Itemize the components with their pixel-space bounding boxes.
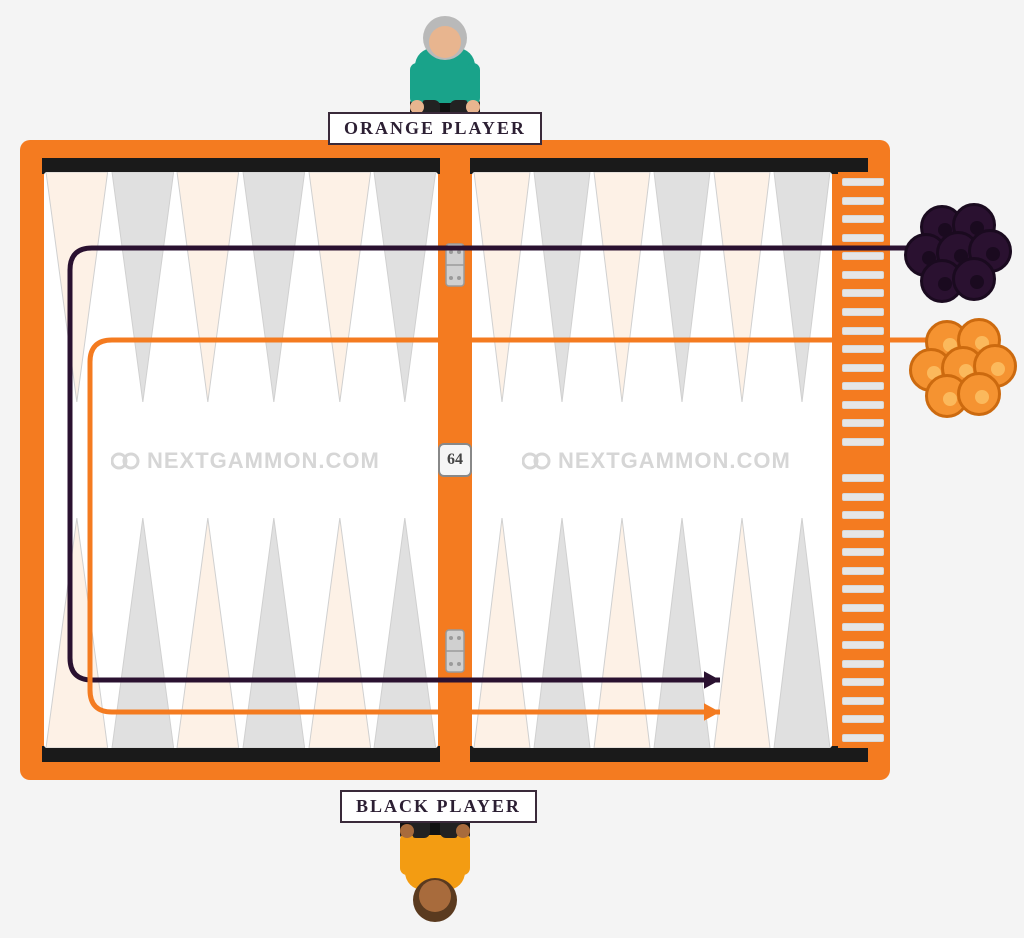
black-checker-cluster (890, 185, 1010, 295)
bearoff-slots-top (842, 178, 884, 446)
bearoff-tray (838, 172, 888, 748)
orange-checker-cluster (895, 300, 1015, 410)
points-bottom-right (472, 518, 832, 748)
board-right-half: NEXTGAMMON.COM (472, 172, 832, 748)
points-bottom-left (44, 518, 438, 748)
bearoff-slots-bottom (842, 474, 884, 742)
watermark-text: NEXTGAMMON.COM (558, 448, 791, 474)
watermark-left: NEXTGAMMON.COM (111, 448, 380, 474)
board-left-half: NEXTGAMMON.COM (44, 172, 438, 748)
watermark-right: NEXTGAMMON.COM (522, 448, 791, 474)
hinge-icon (444, 628, 466, 674)
hinge-icon (444, 242, 466, 288)
points-top-right (472, 172, 832, 402)
diagram-stage: ORANGE PLAYER (0, 0, 1024, 938)
watermark-text: NEXTGAMMON.COM (147, 448, 380, 474)
backgammon-board: NEXTGAMMON.COM (20, 140, 890, 780)
doubling-cube: 64 (438, 443, 472, 477)
black-player-label: BLACK PLAYER (340, 790, 537, 823)
logo-icon (111, 451, 141, 471)
points-top-left (44, 172, 438, 402)
logo-icon (522, 451, 552, 471)
orange-player-label: ORANGE PLAYER (328, 112, 542, 145)
